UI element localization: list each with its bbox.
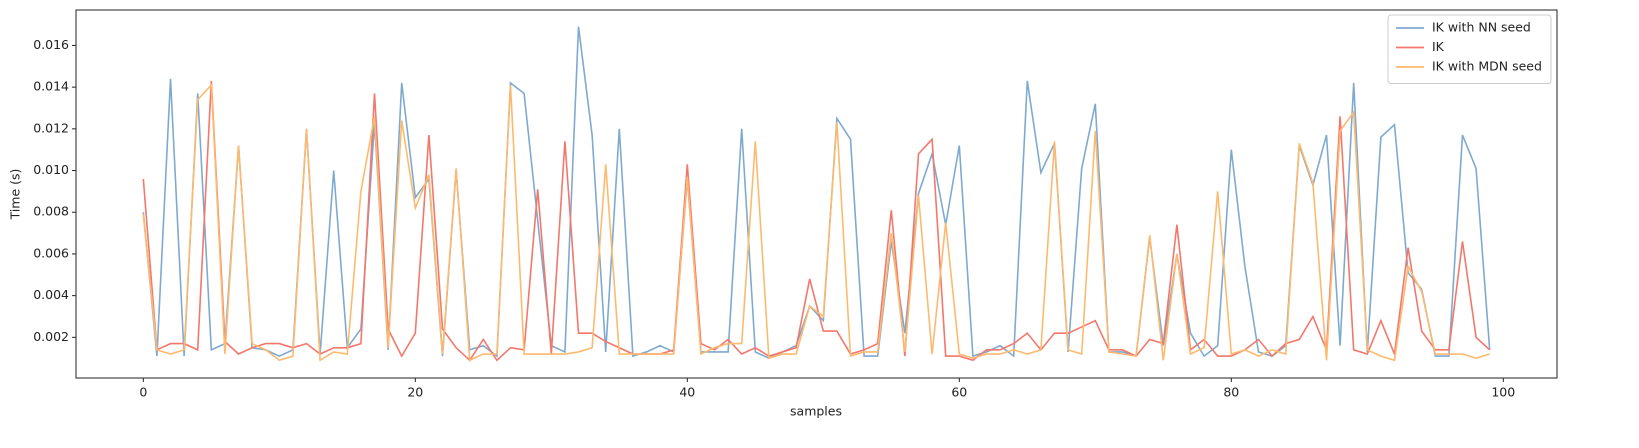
y-tick-label: 0.004 xyxy=(33,287,69,302)
y-tick-label: 0.016 xyxy=(33,37,69,52)
legend-label: IK xyxy=(1432,39,1445,54)
x-tick-label: 20 xyxy=(407,385,423,400)
y-tick-label: 0.014 xyxy=(33,79,69,94)
legend-label: IK with MDN seed xyxy=(1432,59,1542,74)
x-tick-label: 60 xyxy=(951,385,967,400)
legend-box xyxy=(1387,14,1552,84)
legend-label: IK with NN seed xyxy=(1432,20,1531,35)
y-tick-label: 0.008 xyxy=(33,204,69,219)
x-axis-label: samples xyxy=(790,404,842,419)
y-axis-label: Time (s) xyxy=(8,169,23,221)
x-tick-label: 40 xyxy=(679,385,695,400)
y-tick-label: 0.010 xyxy=(33,162,69,177)
series-line xyxy=(142,26,1491,360)
series-line xyxy=(142,80,1491,362)
series-line xyxy=(142,83,1490,362)
x-tick-label: 100 xyxy=(1491,385,1515,400)
y-tick-label: 0.012 xyxy=(33,120,69,135)
y-tick-label: 0.002 xyxy=(33,329,69,344)
x-tick-label: 0 xyxy=(139,385,147,400)
x-tick-label: 80 xyxy=(1223,385,1239,400)
plot-frame xyxy=(75,9,1558,379)
y-tick-label: 0.006 xyxy=(33,245,69,260)
